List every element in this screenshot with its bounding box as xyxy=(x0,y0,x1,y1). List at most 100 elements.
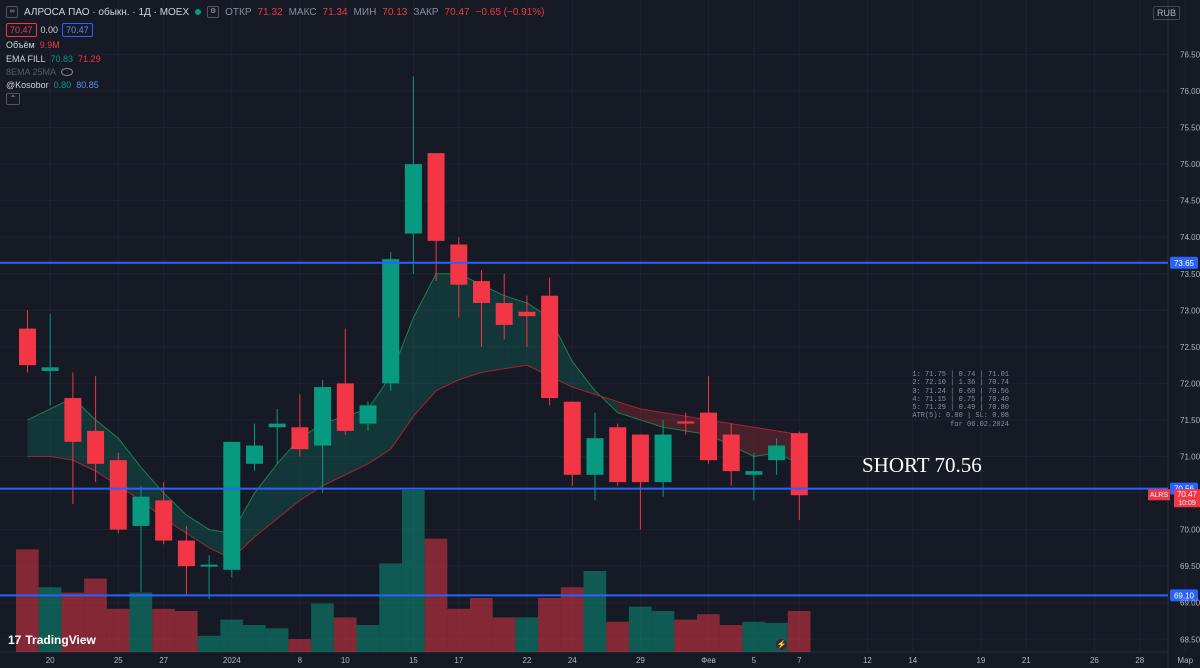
kosobor-value-2: 80.85 xyxy=(76,80,99,90)
time-tick-label: 14 xyxy=(908,656,917,665)
level-price-label: 73.65 xyxy=(1174,259,1195,268)
open-value: 71.32 xyxy=(257,6,283,18)
settings-icon[interactable]: ⚙ xyxy=(207,6,220,18)
volume-bar xyxy=(628,606,652,652)
candle-body xyxy=(246,445,263,464)
ema-fill-value-2: 71.29 xyxy=(78,54,101,64)
time-tick-label: 27 xyxy=(159,656,168,665)
stats-date: for 06.02.2024 xyxy=(950,420,1009,429)
symbol-title[interactable]: АЛРОСА ПАО · обыкн. · 1Д · MOEX xyxy=(24,6,190,18)
candle-body xyxy=(336,383,354,431)
candle-body xyxy=(790,433,808,496)
volume-bar xyxy=(742,621,766,652)
hide-chart-icon[interactable]: ∞ xyxy=(6,6,18,18)
ema-fill-segment xyxy=(663,412,686,431)
ema-fill-indicator[interactable]: EMA FILL 70.83 71.29 xyxy=(6,54,101,64)
time-tick-label: 5 xyxy=(752,656,757,665)
ema-fill-segment xyxy=(27,408,51,457)
eye-hidden-icon[interactable] xyxy=(61,68,74,76)
tradingview-logo-icon: 17 xyxy=(8,633,22,647)
atr-stats-table: 1: 71.75 | 0.74 | 71.01 2: 72.10 | 1.36 … xyxy=(905,371,1009,429)
ema-fill-segment xyxy=(390,317,414,450)
volume-bar xyxy=(447,608,470,652)
sma-name: 8EMA 25MA xyxy=(6,67,57,77)
candle-body xyxy=(495,302,513,325)
volume-bar xyxy=(719,625,743,652)
time-tick-label: 22 xyxy=(522,656,531,665)
candle-body xyxy=(223,441,241,570)
short-annotation[interactable]: SHORT 70.56 xyxy=(862,453,982,477)
time-tick-label: 26 xyxy=(1090,656,1099,665)
kosobor-indicator[interactable]: @Kosobor 0.80 80.85 xyxy=(6,80,99,90)
candle-body xyxy=(473,281,490,303)
buy-price-button[interactable]: 70.47 xyxy=(62,23,93,37)
ema-fill-segment xyxy=(277,438,300,519)
price-tick-label: 76.00 xyxy=(1180,87,1200,96)
volume-bar xyxy=(401,490,425,652)
level-price-label: 69.10 xyxy=(1174,591,1195,600)
ema-fill-segment xyxy=(617,401,641,420)
ema-fill-segment xyxy=(413,273,437,417)
volume-bar xyxy=(106,608,130,652)
price-tick-label: 74.00 xyxy=(1180,233,1200,242)
price-tick-label: 71.50 xyxy=(1180,416,1200,425)
ema-fill-segment xyxy=(640,408,664,428)
level-price-tag xyxy=(1170,589,1198,602)
candle-body xyxy=(654,434,672,483)
volume-bar xyxy=(84,578,107,652)
tradingview-logo[interactable]: 17 TradingView xyxy=(8,633,96,647)
time-tick-label: 2024 xyxy=(223,656,241,665)
volume-name: Объём xyxy=(6,40,35,50)
volume-bar xyxy=(129,592,153,652)
candle-body xyxy=(745,471,763,475)
high-label: МАКС xyxy=(288,6,317,18)
candle-body xyxy=(609,427,627,483)
lightning-icon[interactable]: ⚡ xyxy=(775,638,788,651)
time-tick-label: 17 xyxy=(454,656,463,665)
time-tick-label: 7 xyxy=(797,656,802,665)
volume-bar xyxy=(538,598,561,652)
candle-body xyxy=(450,244,468,285)
candle-body xyxy=(64,398,82,442)
collapse-indicators-icon[interactable]: ⌃ xyxy=(6,93,20,105)
candle-body xyxy=(541,295,559,399)
price-tick-label: 76.50 xyxy=(1180,50,1200,59)
chart-header: ∞ АЛРОСА ПАО · обыкн. · 1Д · MOEX ⚙ ОТКР… xyxy=(6,6,545,18)
ema-fill-segment xyxy=(436,273,459,391)
price-boxes: 70.47 0.00 70.47 xyxy=(6,23,93,37)
price-tick-label: 75.00 xyxy=(1180,160,1200,169)
volume-bar xyxy=(38,587,62,652)
price-tick-label: 75.50 xyxy=(1180,124,1200,133)
time-tick-label: 28 xyxy=(1135,656,1144,665)
time-tick-label: Мар xyxy=(1177,656,1193,665)
candle-body xyxy=(314,387,332,446)
currency-badge[interactable]: RUB xyxy=(1152,6,1180,20)
ema-fill-segment xyxy=(368,376,391,464)
ema-fill-name: EMA FILL xyxy=(6,54,46,64)
countdown-timer: 10:09 xyxy=(1178,500,1196,507)
low-label: МИН xyxy=(353,6,377,18)
volume-bar xyxy=(560,587,584,652)
volume-bar xyxy=(674,619,697,652)
sell-price-button[interactable]: 70.47 xyxy=(6,23,37,37)
volume-bar xyxy=(787,610,811,652)
time-tick-label: 20 xyxy=(46,656,55,665)
candle-body xyxy=(631,434,649,483)
price-tick-label: 71.00 xyxy=(1180,453,1200,462)
time-tick-label: 21 xyxy=(1022,656,1031,665)
candle-body xyxy=(518,311,536,317)
volume-bar xyxy=(61,592,85,652)
volume-bar xyxy=(492,617,516,652)
kosobor-name: @Kosobor xyxy=(6,80,49,90)
sma-indicator[interactable]: 8EMA 25MA xyxy=(6,67,74,77)
candle-body xyxy=(382,259,400,384)
time-tick-label: 8 xyxy=(298,656,303,665)
ema-fill-value-1: 70.83 xyxy=(50,54,74,64)
volume-indicator[interactable]: Объём 9.9M xyxy=(6,40,60,50)
volume-bar xyxy=(651,610,675,652)
candle-body xyxy=(87,430,105,464)
stats-row: 5: 71.29 | 0.49 | 70.80 xyxy=(912,404,1009,413)
volume-bar xyxy=(16,549,39,652)
